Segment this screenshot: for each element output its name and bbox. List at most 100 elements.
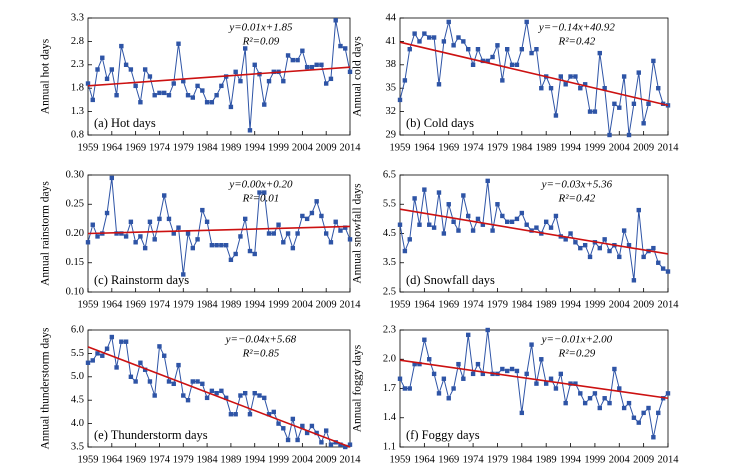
data-point xyxy=(114,93,119,98)
data-point xyxy=(338,228,343,233)
data-point xyxy=(214,243,219,248)
y-tick-label: 0.25 xyxy=(66,199,84,210)
trend-line xyxy=(87,66,351,87)
data-point xyxy=(470,62,476,67)
data-point xyxy=(304,430,310,436)
data-point xyxy=(95,67,100,72)
data-point xyxy=(123,339,129,344)
x-tick-label: 1999 xyxy=(268,142,289,153)
data-point xyxy=(563,82,568,87)
data-point xyxy=(238,393,243,398)
data-point xyxy=(347,69,353,75)
r-squared: R²=0.85 xyxy=(242,348,280,360)
x-tick-label: 2014 xyxy=(340,454,362,465)
y-tick-label: 2.8 xyxy=(71,36,84,47)
data-point xyxy=(665,391,671,396)
data-point xyxy=(495,202,500,207)
data-point xyxy=(204,395,210,401)
x-tick-label: 1994 xyxy=(244,142,266,153)
y-tick-label: 32 xyxy=(386,106,397,117)
x-tick-label: 1969 xyxy=(438,142,459,153)
data-point xyxy=(114,365,119,370)
data-point xyxy=(128,67,134,72)
x-tick-label: 1959 xyxy=(390,299,411,310)
x-tick-label: 1969 xyxy=(438,454,459,465)
data-point xyxy=(568,74,573,79)
x-tick-label: 1959 xyxy=(390,454,411,465)
data-point xyxy=(553,386,559,391)
data-point xyxy=(597,405,602,411)
data-point xyxy=(228,412,234,417)
y-tick-label: 3.5 xyxy=(383,257,396,268)
data-point xyxy=(397,97,403,103)
data-point xyxy=(90,358,95,363)
y-tick-label: 44 xyxy=(386,12,397,23)
data-point xyxy=(466,47,471,52)
data-point xyxy=(119,43,124,49)
data-point xyxy=(436,82,442,87)
data-point xyxy=(617,254,622,260)
data-point xyxy=(109,67,115,72)
data-point xyxy=(285,437,291,443)
data-point xyxy=(204,219,210,224)
data-point xyxy=(123,234,129,239)
data-point xyxy=(441,231,447,236)
data-point xyxy=(85,360,91,365)
x-tick-label: 2009 xyxy=(633,142,654,153)
data-point xyxy=(524,371,529,377)
x-tick-label: 1974 xyxy=(463,454,485,465)
data-point xyxy=(266,412,272,417)
data-point xyxy=(176,225,181,230)
data-point xyxy=(319,440,324,445)
data-point xyxy=(328,76,334,82)
data-point xyxy=(195,237,200,242)
data-point xyxy=(276,421,281,426)
data-point xyxy=(85,240,91,245)
data-point xyxy=(290,416,296,422)
data-point xyxy=(456,228,461,233)
x-tick-label: 1979 xyxy=(487,142,508,153)
data-point xyxy=(534,381,539,386)
x-tick-label: 1964 xyxy=(101,454,123,465)
data-point xyxy=(461,39,466,44)
x-tick-label: 2004 xyxy=(292,142,314,153)
data-point xyxy=(157,90,162,96)
data-point xyxy=(195,379,200,384)
x-tick-label: 2014 xyxy=(340,299,362,310)
data-point xyxy=(417,222,422,227)
data-point xyxy=(597,245,602,251)
data-point xyxy=(319,62,324,67)
data-point xyxy=(646,101,651,106)
data-point xyxy=(578,391,583,396)
trend-equation: y=−0.14x+40.92 xyxy=(538,22,616,34)
data-point xyxy=(412,31,417,36)
data-point xyxy=(209,388,215,394)
data-point xyxy=(166,379,172,384)
data-point xyxy=(612,101,617,106)
data-point xyxy=(441,39,447,44)
data-point xyxy=(142,245,148,251)
y-tick-label: 0.20 xyxy=(66,228,84,239)
data-point xyxy=(281,426,286,431)
data-point xyxy=(582,400,588,406)
data-point xyxy=(262,102,267,107)
x-tick-label: 1989 xyxy=(536,142,557,153)
data-point xyxy=(104,76,110,82)
x-tick-label: 2009 xyxy=(316,454,337,465)
data-point xyxy=(475,216,481,222)
data-point xyxy=(466,332,471,338)
data-point xyxy=(456,361,461,367)
x-tick-label: 1989 xyxy=(220,454,241,465)
data-point xyxy=(152,237,157,242)
data-line xyxy=(399,180,669,281)
y-tick-label: 1.8 xyxy=(71,83,84,94)
data-point xyxy=(563,237,568,242)
data-point xyxy=(451,386,456,391)
x-tick-label: 1989 xyxy=(220,299,241,310)
data-line xyxy=(399,329,669,438)
data-point xyxy=(247,248,253,254)
data-point xyxy=(209,243,215,248)
data-point xyxy=(119,339,124,344)
data-point xyxy=(233,251,238,257)
